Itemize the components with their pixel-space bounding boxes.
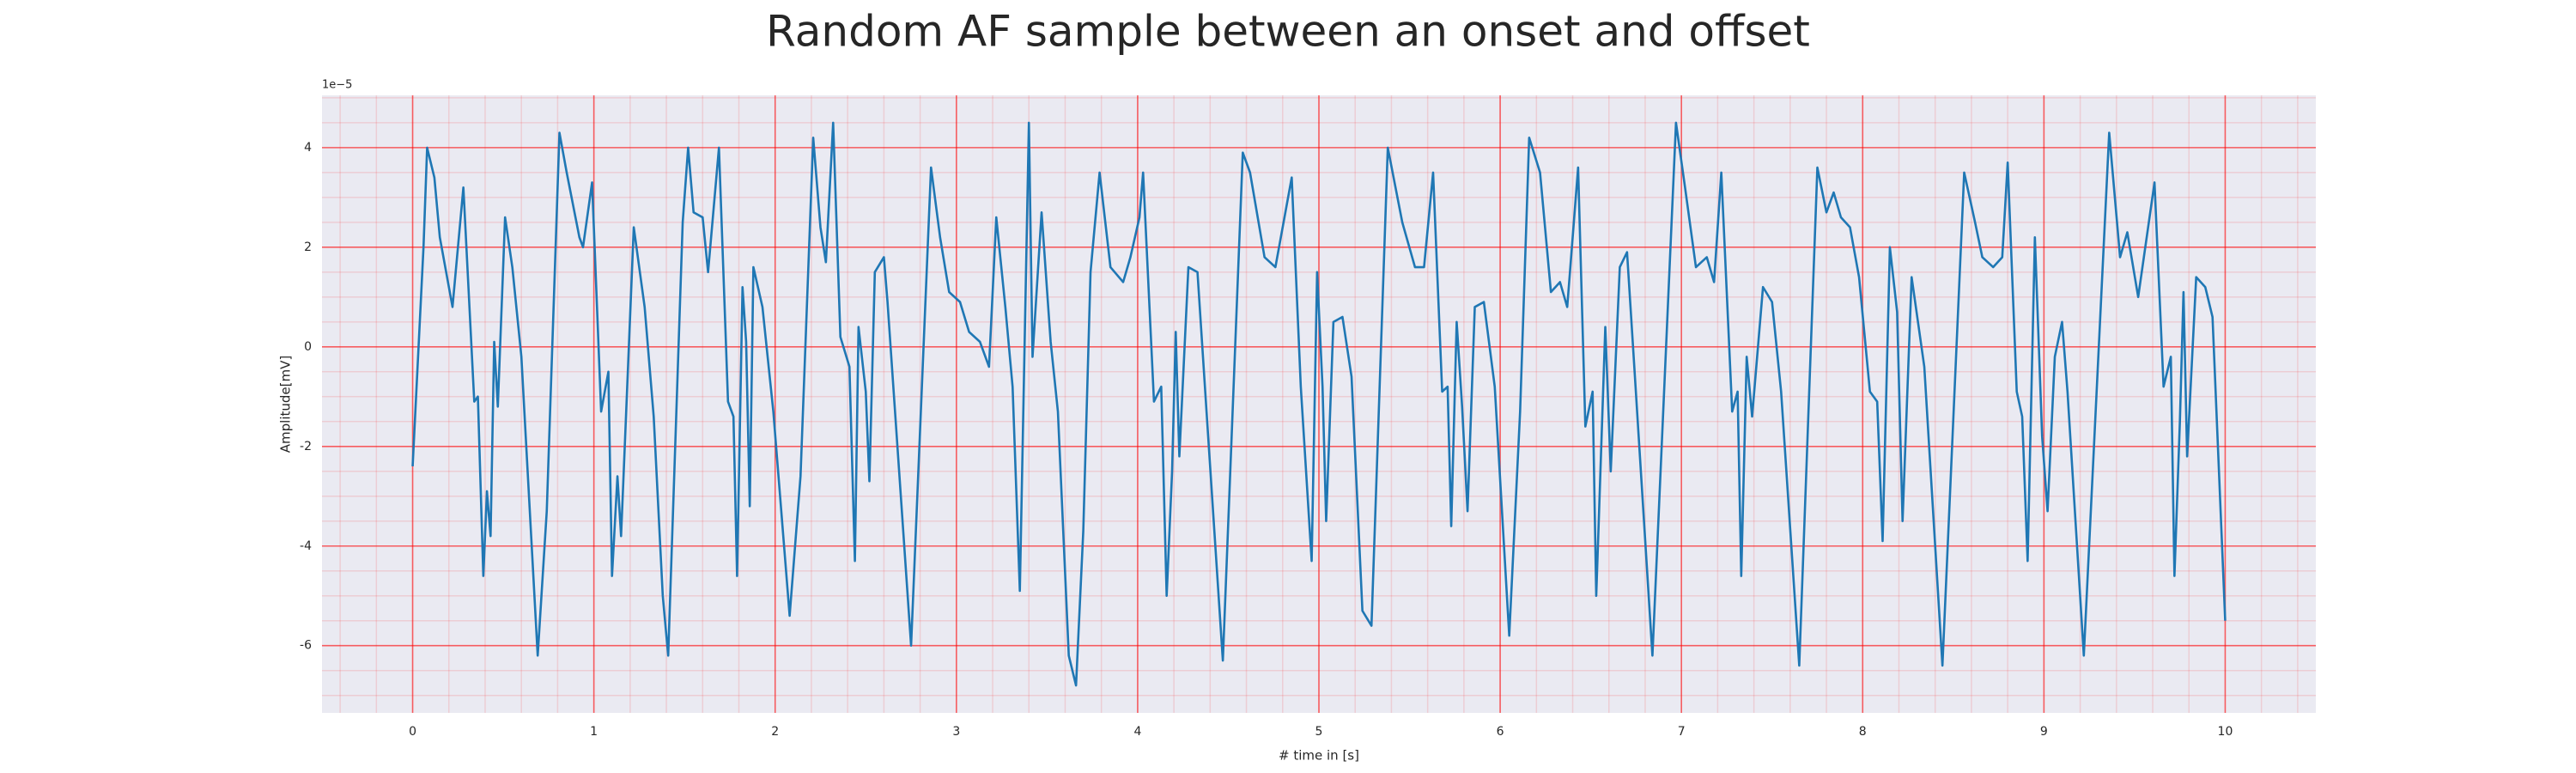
y-tick-label: -6	[300, 639, 312, 653]
signal-line	[411, 121, 2227, 687]
y-tick-label: 4	[304, 141, 312, 155]
x-axis-label: # time in [s]	[1279, 748, 1359, 764]
x-tick-label: 9	[2040, 725, 2048, 739]
y-axis-label: Amplitude[mV]	[278, 356, 294, 453]
x-tick-label: 6	[1497, 725, 1504, 739]
y-tick-label: -4	[300, 539, 312, 553]
x-tick-label: 4	[1133, 725, 1141, 739]
x-tick-label: 5	[1315, 725, 1323, 739]
x-tick-label: 8	[1859, 725, 1867, 739]
y-offset-label: 1e−5	[322, 79, 352, 92]
y-tick-label: 2	[304, 240, 312, 254]
x-tick-label: 7	[1678, 725, 1686, 739]
x-tick-label: 3	[952, 725, 960, 739]
y-tick-label: 0	[304, 340, 312, 354]
x-tick-label: 1	[590, 725, 598, 739]
y-tick-label: -2	[300, 440, 312, 453]
chart-title: Random AF sample between an onset and of…	[766, 7, 1810, 57]
x-tick-label: 10	[2218, 725, 2233, 739]
x-tick-label: 0	[409, 725, 416, 739]
x-tick-label: 2	[771, 725, 779, 739]
